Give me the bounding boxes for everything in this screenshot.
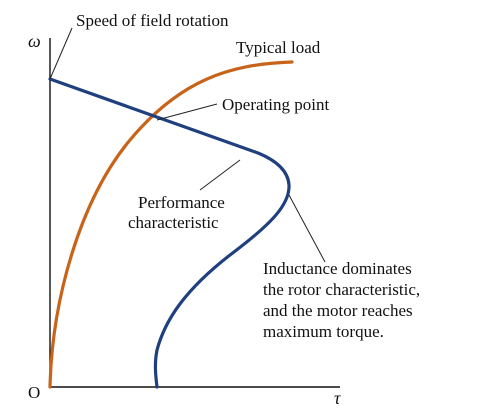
typical-load-curve (48, 60, 294, 389)
performance-characteristic-curve (48, 77, 291, 389)
performance-label-line2: characteristic (128, 213, 219, 232)
operating-point-leader-line (156, 103, 218, 121)
speed-of-field-rotation-label: Speed of field rotation (76, 11, 229, 30)
inductance-leader-line (288, 194, 326, 263)
operating-point-label: Operating point (222, 95, 329, 114)
inductance-label-line4: maximum torque. (263, 322, 384, 341)
inductance-label-line1: Inductance dominates (263, 259, 412, 278)
performance-label-line1: Performance (138, 193, 225, 212)
performance-leader-line (199, 159, 241, 191)
typical-load-label: Typical load (236, 38, 321, 57)
y-axis-symbol: ω (28, 31, 41, 51)
speed-leader-line (49, 27, 73, 80)
origin-label: O (28, 383, 40, 402)
x-axis-symbol: τ (334, 388, 341, 408)
inductance-label-line2: the rotor characteristic, (263, 280, 420, 299)
inductance-label-line3: and the motor reaches (263, 301, 413, 320)
